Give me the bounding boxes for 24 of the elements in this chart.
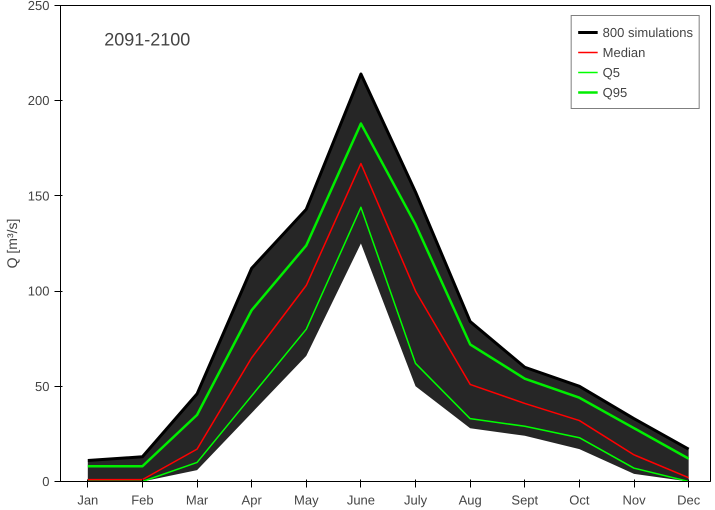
x-tick-label: Sept (511, 492, 539, 508)
x-tick-label: Nov (622, 492, 646, 508)
legend-label: Q5 (602, 64, 622, 80)
x-tick-label: Aug (458, 492, 482, 508)
y-tick-label: 200 (28, 93, 50, 108)
y-axis-title: Q [m³/s] (4, 218, 20, 268)
x-tick-label: May (294, 492, 320, 508)
x-tick-label: Dec (677, 492, 701, 508)
x-tick-label: July (404, 492, 428, 508)
x-tick-label: Apr (242, 492, 262, 508)
y-tick-label: 50 (35, 378, 50, 394)
x-tick-label: Feb (131, 492, 154, 508)
x-tick-label: Jan (77, 492, 98, 508)
y-tick-label: 0 (42, 474, 50, 489)
legend-label: 800 simulations (602, 24, 693, 40)
legend-label: Q95 (602, 84, 628, 100)
y-tick-label: 250 (28, 0, 50, 13)
x-tick-label: Oct (569, 492, 590, 508)
x-tick-label: Mar (186, 492, 209, 508)
y-tick-label: 150 (28, 188, 50, 204)
x-tick-label: June (346, 492, 376, 508)
text: 2091-2100 (104, 29, 190, 50)
y-tick-label: 100 (28, 284, 50, 299)
legend-label: Median (602, 44, 646, 60)
